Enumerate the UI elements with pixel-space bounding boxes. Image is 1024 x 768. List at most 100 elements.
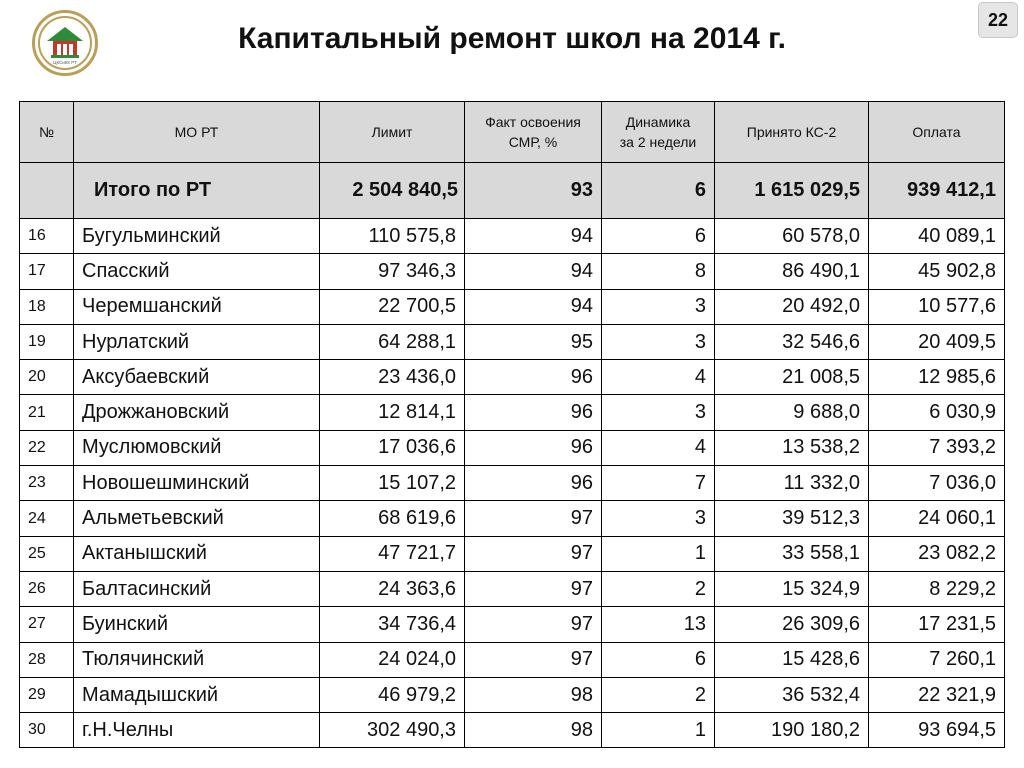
header-limit: Лимит bbox=[319, 101, 465, 163]
row-fact: 97 bbox=[464, 641, 602, 678]
row-ks2: 36 532,4 bbox=[714, 676, 869, 714]
row-limit: 15 107,2 bbox=[319, 465, 465, 502]
row-payment: 7 036,0 bbox=[868, 465, 1005, 502]
row-dynamics: 2 bbox=[601, 676, 715, 714]
row-payment: 45 902,8 bbox=[868, 253, 1005, 290]
row-dynamics: 3 bbox=[601, 500, 715, 537]
row-limit: 68 619,6 bbox=[319, 500, 465, 537]
row-dynamics: 3 bbox=[601, 323, 715, 361]
row-limit: 22 700,5 bbox=[319, 288, 465, 325]
row-name: Актанышский bbox=[73, 535, 320, 572]
table-row: 28 Тюлячинский 24 024,0 97 6 15 428,6 7 260,1 bbox=[19, 641, 1005, 678]
row-dynamics: 8 bbox=[601, 253, 715, 290]
row-ks2: 190 180,2 bbox=[714, 712, 869, 749]
row-payment: 7 393,2 bbox=[868, 429, 1005, 467]
row-ks2: 39 512,3 bbox=[714, 500, 869, 537]
table-row: 17 Спасский 97 346,3 94 8 86 490,1 45 902,8 bbox=[19, 253, 1005, 290]
table-row: 25 Актанышский 47 721,7 97 1 33 558,1 23 082,2 bbox=[19, 535, 1005, 572]
table-row: 20 Аксубаевский 23 436,0 96 4 21 008,5 12 985,… bbox=[19, 359, 1005, 396]
row-ks2: 15 324,9 bbox=[714, 570, 869, 608]
row-ks2: 26 309,6 bbox=[714, 606, 869, 643]
row-fact: 98 bbox=[464, 712, 602, 749]
header-mo: МО РТ bbox=[73, 101, 320, 163]
row-limit: 12 814,1 bbox=[319, 394, 465, 431]
total-fact: 93 bbox=[464, 162, 602, 219]
logo: ЦКСиКК РТ bbox=[32, 10, 98, 76]
row-fact: 96 bbox=[464, 465, 602, 502]
row-limit: 34 736,4 bbox=[319, 606, 465, 643]
row-num: 26 bbox=[19, 570, 74, 608]
total-num-cell bbox=[19, 162, 74, 219]
row-num: 23 bbox=[19, 465, 74, 502]
row-ks2: 20 492,0 bbox=[714, 288, 869, 325]
row-dynamics: 7 bbox=[601, 465, 715, 502]
row-limit: 46 979,2 bbox=[319, 676, 465, 714]
row-payment: 20 409,5 bbox=[868, 323, 1005, 361]
row-dynamics: 2 bbox=[601, 570, 715, 608]
row-name: Аксубаевский bbox=[73, 359, 320, 396]
row-name: Спасский bbox=[73, 253, 320, 290]
row-fact: 97 bbox=[464, 570, 602, 608]
row-ks2: 32 546,6 bbox=[714, 323, 869, 361]
row-num: 21 bbox=[19, 394, 74, 431]
total-payment: 939 412,1 bbox=[868, 162, 1005, 219]
row-payment: 22 321,9 bbox=[868, 676, 1005, 714]
row-limit: 23 436,0 bbox=[319, 359, 465, 396]
row-dynamics: 4 bbox=[601, 359, 715, 396]
row-limit: 24 363,6 bbox=[319, 570, 465, 608]
table-row: 16 Бугульминский 110 575,8 94 6 60 578,0 40 08… bbox=[19, 217, 1005, 255]
header-num: № bbox=[19, 101, 74, 163]
row-limit: 64 288,1 bbox=[319, 323, 465, 361]
header-row: № МО РТ Лимит Факт освоения СМР, % Динам… bbox=[19, 101, 1005, 163]
row-name: Бугульминский bbox=[73, 217, 320, 255]
row-limit: 110 575,8 bbox=[319, 217, 465, 255]
header-payment: Оплата bbox=[868, 101, 1005, 163]
table-row: 26 Балтасинский 24 363,6 97 2 15 324,9 8 229,2 bbox=[19, 570, 1005, 608]
row-dynamics: 1 bbox=[601, 712, 715, 749]
row-payment: 93 694,5 bbox=[868, 712, 1005, 749]
row-limit: 97 346,3 bbox=[319, 253, 465, 290]
row-name: Тюлячинский bbox=[73, 641, 320, 678]
header-fact: Факт освоения СМР, % bbox=[464, 101, 602, 163]
row-ks2: 86 490,1 bbox=[714, 253, 869, 290]
row-dynamics: 3 bbox=[601, 394, 715, 431]
row-ks2: 15 428,6 bbox=[714, 641, 869, 678]
row-dynamics: 4 bbox=[601, 429, 715, 467]
row-fact: 97 bbox=[464, 535, 602, 572]
row-payment: 17 231,5 bbox=[868, 606, 1005, 643]
row-name: Мамадышский bbox=[73, 676, 320, 714]
total-name: Итого по РТ bbox=[73, 162, 320, 219]
header-ks2: Принято КС-2 bbox=[714, 101, 869, 163]
row-payment: 8 229,2 bbox=[868, 570, 1005, 608]
table-row: 30 г.Н.Челны 302 490,3 98 1 190 180,2 93 694,5 bbox=[19, 712, 1005, 749]
total-ks2: 1 615 029,5 bbox=[714, 162, 869, 219]
row-limit: 302 490,3 bbox=[319, 712, 465, 749]
table-row: 18 Черемшанский 22 700,5 94 3 20 492,0 10 577,… bbox=[19, 288, 1005, 325]
row-dynamics: 13 bbox=[601, 606, 715, 643]
row-ks2: 11 332,0 bbox=[714, 465, 869, 502]
row-dynamics: 6 bbox=[601, 641, 715, 678]
row-payment: 24 060,1 bbox=[868, 500, 1005, 537]
row-num: 28 bbox=[19, 641, 74, 678]
logo-caption: ЦКСиКК РТ bbox=[53, 60, 77, 65]
page-title: Капитальный ремонт школ на 2014 г. bbox=[238, 22, 786, 55]
table-row: 19 Нурлатский 64 288,1 95 3 32 546,6 20 409,5 bbox=[19, 323, 1005, 361]
row-fact: 96 bbox=[464, 429, 602, 467]
row-ks2: 33 558,1 bbox=[714, 535, 869, 572]
row-fact: 96 bbox=[464, 359, 602, 396]
row-limit: 17 036,6 bbox=[319, 429, 465, 467]
row-payment: 7 260,1 bbox=[868, 641, 1005, 678]
row-ks2: 13 538,2 bbox=[714, 429, 869, 467]
row-fact: 98 bbox=[464, 676, 602, 714]
row-fact: 94 bbox=[464, 253, 602, 290]
row-dynamics: 1 bbox=[601, 535, 715, 572]
row-dynamics: 6 bbox=[601, 217, 715, 255]
row-num: 19 bbox=[19, 323, 74, 361]
row-num: 27 bbox=[19, 606, 74, 643]
school-house-emblem-icon: ЦКСиКК РТ bbox=[38, 16, 92, 70]
row-fact: 94 bbox=[464, 288, 602, 325]
header-dynamics-label: Динамика за 2 недели bbox=[619, 114, 697, 150]
table-row: 21 Дрожжановский 12 814,1 96 3 9 688,0 6 030,9 bbox=[19, 394, 1005, 431]
table-row: 24 Альметьевский 68 619,6 97 3 39 512,3 24 060… bbox=[19, 500, 1005, 537]
row-limit: 24 024,0 bbox=[319, 641, 465, 678]
